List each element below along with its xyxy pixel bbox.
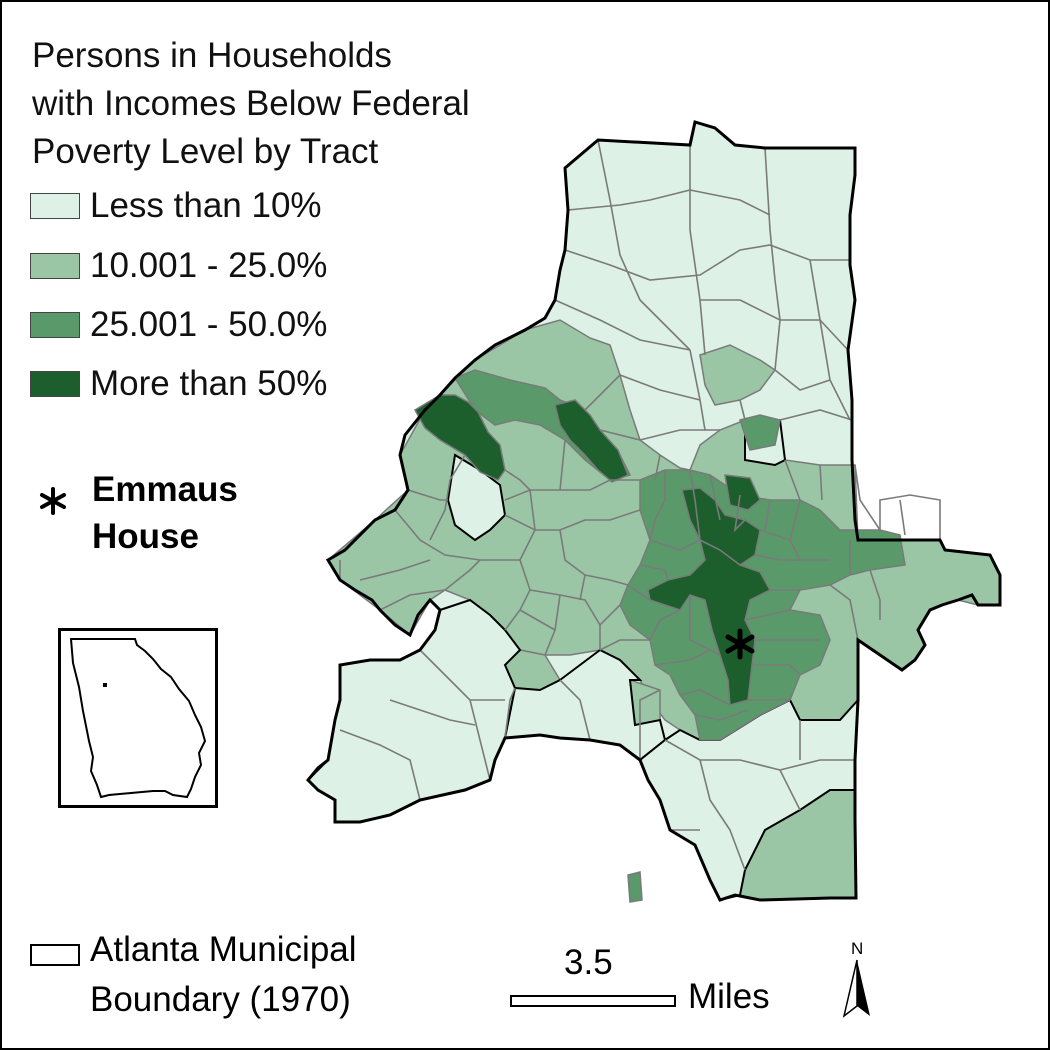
legend-item-10-25: 10.001 - 25.0% — [30, 246, 327, 285]
boundary-label-line-2: Boundary (1970) — [90, 980, 351, 1019]
city-boundary-outline — [305, 120, 1002, 902]
georgia-inset-map — [58, 628, 218, 808]
boundary-swatch — [30, 944, 80, 966]
georgia-outline — [69, 638, 207, 799]
emmaus-house-marker — [725, 628, 755, 660]
legend-swatch — [30, 312, 80, 338]
scale-unit: Miles — [688, 977, 770, 1016]
scale-value: 3.5 — [564, 943, 613, 982]
legend-item-under-10: Less than 10% — [30, 186, 322, 225]
legend-swatch — [30, 253, 80, 279]
legend-label: 25.001 - 50.0% — [90, 305, 328, 344]
map-title-line-2: with Incomes Below Federal — [32, 84, 470, 123]
scale-bar-graphic — [510, 995, 676, 1007]
atlanta-locator — [103, 683, 107, 687]
asterisk-icon — [40, 487, 66, 515]
legend-swatch — [30, 193, 80, 219]
legend-label: 10.001 - 25.0% — [90, 246, 328, 285]
map-title-line-3: Poverty Level by Tract — [32, 132, 379, 171]
legend-item-25-50: 25.001 - 50.0% — [30, 305, 327, 344]
north-arrow: N — [840, 940, 880, 1020]
legend-label: More than 50% — [90, 364, 328, 403]
tract-lines — [339, 139, 941, 871]
marker-label-line-2: House — [92, 517, 199, 556]
class-under10-pockets — [306, 419, 860, 902]
map-title-line-1: Persons in Households — [32, 36, 392, 75]
legend-label: Less than 10% — [90, 186, 322, 225]
north-label: N — [851, 939, 864, 958]
legend-item-over-50: More than 50% — [30, 364, 327, 403]
legend-swatch — [30, 371, 80, 397]
north-arrow-icon — [842, 959, 870, 1018]
detached-parcel — [627, 871, 643, 903]
boundary-label-line-1: Atlanta Municipal — [90, 930, 357, 969]
marker-label-line-1: Emmaus — [92, 470, 238, 509]
